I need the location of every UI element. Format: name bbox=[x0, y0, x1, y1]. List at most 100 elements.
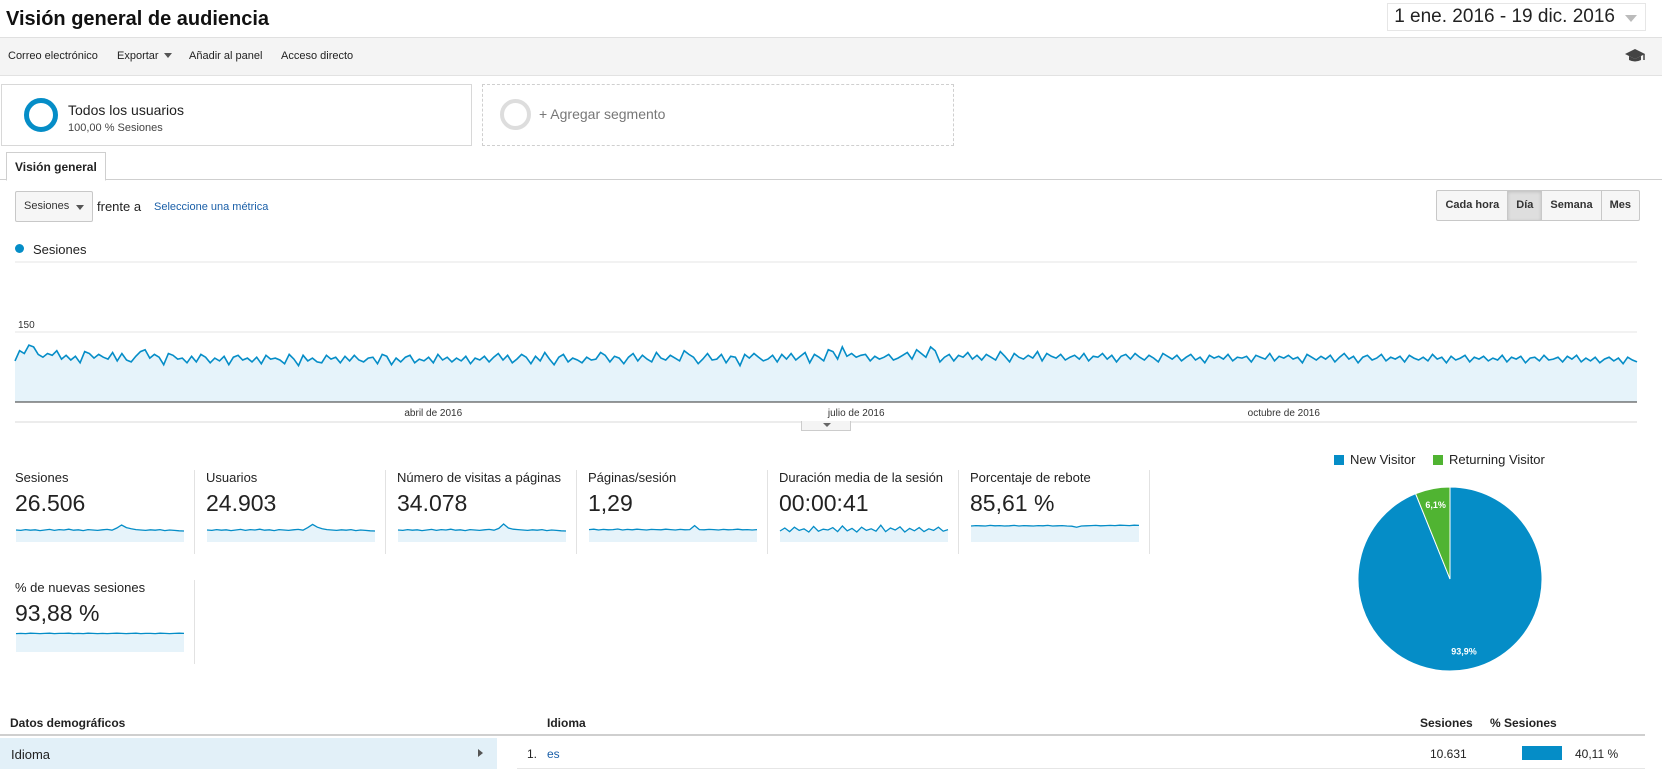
row-rank: 1. bbox=[527, 747, 538, 761]
add-segment-button[interactable]: + Agregar segmento bbox=[482, 84, 954, 146]
export-label: Exportar bbox=[117, 50, 159, 62]
pie-slice-returning-visitor bbox=[1414, 486, 1451, 580]
kpi-new-sessions: % de nuevas sesiones 93,88 % bbox=[15, 580, 195, 664]
demographics-header: Datos demográficos bbox=[0, 710, 520, 736]
series-legend-dot bbox=[15, 244, 24, 253]
y-tick-label: 150 bbox=[18, 320, 35, 331]
language-table-header: Idioma Sesiones % Sesiones bbox=[517, 710, 1645, 736]
column-header-pct-sessions[interactable]: % Sesiones bbox=[1490, 716, 1557, 730]
sparkline-area bbox=[207, 524, 375, 542]
kpi-label: Sesiones bbox=[15, 470, 69, 485]
legend-label: New Visitor bbox=[1350, 452, 1416, 467]
granularity-toggle: Cada hora Día Semana Mes bbox=[1436, 190, 1640, 221]
kpi-pageviews: Número de visitas a páginas 34.078 bbox=[397, 470, 577, 554]
demographics-item-language[interactable]: Idioma bbox=[0, 738, 497, 769]
kpi-value: 00:00:41 bbox=[779, 490, 869, 516]
kpi-sparkline bbox=[15, 632, 185, 652]
metric-dropdown-value: Sesiones bbox=[24, 200, 70, 212]
metric-dropdown[interactable]: Sesiones bbox=[15, 191, 93, 222]
segment-color-ring bbox=[24, 98, 58, 132]
pie-label-returning-visitor: 6,1% bbox=[1425, 500, 1446, 510]
select-metric-link[interactable]: Seleccione una métrica bbox=[154, 201, 269, 213]
demographics-title: Datos demográficos bbox=[10, 716, 126, 730]
tabs-bar: Visión general bbox=[0, 152, 1662, 181]
legend-swatch bbox=[1433, 455, 1443, 465]
y-tick-label: 300 bbox=[18, 258, 35, 261]
row-sessions: 10.631 bbox=[1430, 747, 1467, 761]
chevron-down-icon bbox=[1625, 15, 1637, 22]
x-tick-label: octubre de 2016 bbox=[1248, 408, 1321, 419]
kpi-sparkline bbox=[15, 524, 185, 542]
granularity-hourly-button[interactable]: Cada hora bbox=[1445, 199, 1500, 211]
granularity-week-button[interactable]: Semana bbox=[1541, 191, 1600, 220]
x-tick-label: julio de 2016 bbox=[827, 408, 885, 419]
kpi-label: Usuarios bbox=[206, 470, 258, 485]
legend-label: Returning Visitor bbox=[1449, 452, 1545, 467]
pie-legend-new: New Visitor bbox=[1334, 452, 1416, 467]
kpi-sparkline bbox=[588, 524, 758, 542]
date-range-label: 1 ene. 2016 - 19 dic. 2016 bbox=[1394, 6, 1615, 27]
kpi-label: Duración media de la sesión bbox=[779, 470, 944, 485]
kpi-value: 34.078 bbox=[397, 490, 468, 516]
sparkline-area bbox=[398, 524, 566, 542]
kpi-label: Páginas/sesión bbox=[588, 470, 677, 485]
kpi-label: % de nuevas sesiones bbox=[15, 580, 146, 595]
kpi-sessions: Sesiones 26.506 bbox=[15, 470, 195, 554]
versus-label: frente a bbox=[97, 199, 142, 214]
chevron-down-icon bbox=[76, 205, 84, 210]
sparkline-line bbox=[206, 523, 376, 532]
visitor-type-pie: 93,9% 6,1% bbox=[1357, 486, 1543, 672]
kpi-label: Porcentaje de rebote bbox=[970, 470, 1091, 485]
table-row: 1. es 10.631 40,11 % bbox=[517, 738, 1645, 769]
series-line bbox=[14, 344, 1638, 368]
sparkline-line bbox=[397, 523, 567, 532]
date-range-picker[interactable]: 1 ene. 2016 - 19 dic. 2016 bbox=[1387, 3, 1646, 31]
kpi-avg-session-duration: Duración media de la sesión 00:00:41 bbox=[779, 470, 959, 554]
sparkline-area bbox=[16, 525, 184, 542]
kpi-sparkline bbox=[779, 524, 949, 542]
kpi-value: 93,88 % bbox=[15, 600, 100, 626]
chart-collapse-handle[interactable] bbox=[801, 421, 851, 431]
title-bar: Visión general de audiencia 1 ene. 2016 … bbox=[0, 0, 1662, 38]
sparkline-line bbox=[15, 524, 185, 532]
shortcut-button[interactable]: Acceso directo bbox=[281, 50, 354, 62]
segment-sessions-share: 100,00 % Sesiones bbox=[68, 122, 163, 134]
chevron-down-icon bbox=[163, 53, 172, 58]
add-to-dashboard-button[interactable]: Añadir al panel bbox=[189, 50, 263, 62]
sparkline-area bbox=[589, 525, 757, 542]
kpi-value: 1,29 bbox=[588, 490, 633, 516]
sessions-chart: 150 300 abril de 2016 julio de 2016 octubre … bbox=[14, 258, 1638, 423]
kpi-sparkline bbox=[206, 523, 376, 542]
sparkline-line bbox=[588, 524, 758, 531]
export-button[interactable]: Exportar bbox=[117, 50, 172, 62]
kpi-value: 24.903 bbox=[206, 490, 277, 516]
sparkline-line bbox=[779, 524, 949, 533]
kpi-label: Número de visitas a páginas bbox=[397, 470, 562, 485]
add-segment-label: + Agregar segmento bbox=[539, 106, 666, 122]
tab-overview[interactable]: Visión general bbox=[6, 152, 106, 181]
demographics-item-label: Idioma bbox=[11, 747, 51, 762]
column-header-language[interactable]: Idioma bbox=[547, 716, 586, 730]
row-language-link[interactable]: es bbox=[547, 747, 560, 761]
x-tick-label: abril de 2016 bbox=[404, 408, 462, 419]
granularity-month-button[interactable]: Mes bbox=[1600, 191, 1639, 220]
report-toolbar: Correo electrónico Exportar Añadir al pa… bbox=[0, 38, 1662, 76]
row-pct-sessions: 40,11 % bbox=[1575, 747, 1619, 761]
series-legend-label: Sesiones bbox=[33, 242, 87, 257]
kpi-value: 85,61 % bbox=[970, 490, 1055, 516]
segment-all-users[interactable]: Todos los usuarios 100,00 % Sesiones bbox=[1, 84, 472, 146]
pie-label-new-visitor: 93,9% bbox=[1451, 646, 1477, 656]
graduation-cap-icon[interactable] bbox=[1624, 47, 1646, 65]
sparkline-area bbox=[16, 633, 184, 652]
chevron-down-icon bbox=[823, 423, 831, 427]
email-button[interactable]: Correo electrónico bbox=[8, 50, 98, 62]
column-header-sessions[interactable]: Sesiones bbox=[1420, 716, 1473, 730]
kpi-sparkline bbox=[970, 524, 1140, 542]
sparkline-area bbox=[971, 525, 1139, 542]
sparkline-line bbox=[970, 524, 1140, 528]
chevron-right-icon bbox=[478, 749, 483, 757]
sparkline-area bbox=[780, 525, 948, 542]
granularity-day-button[interactable]: Día bbox=[1507, 191, 1542, 220]
kpi-sparkline bbox=[397, 523, 567, 542]
row-pct-bar bbox=[1522, 746, 1563, 760]
